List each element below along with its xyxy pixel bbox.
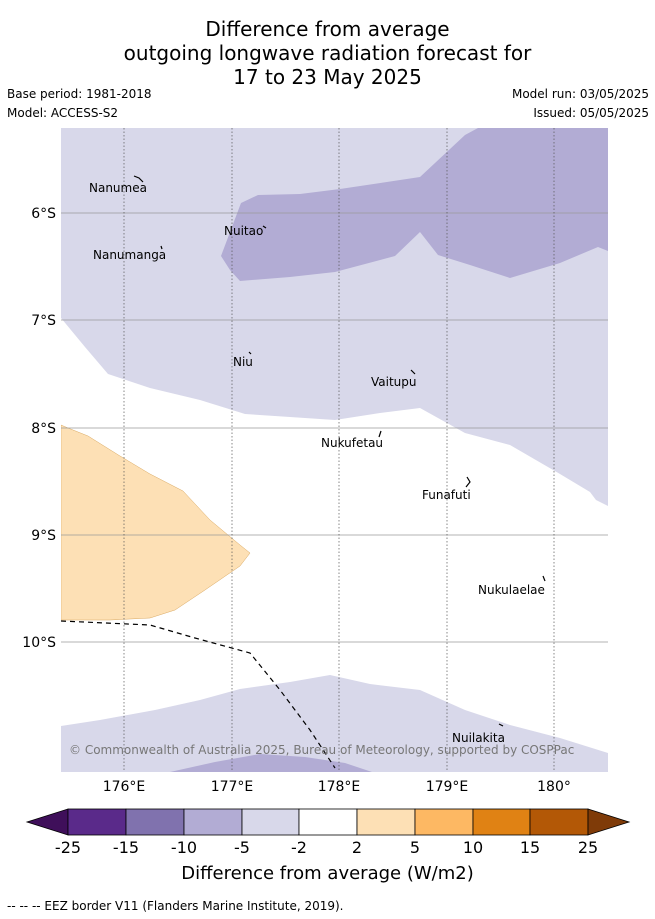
colorbar-bin-plus10-plus15 xyxy=(472,808,531,836)
island-niu-outline xyxy=(248,351,252,355)
model-run-date: Model run: 03/05/2025 xyxy=(511,87,649,101)
place-label-nanumanga: Nanumanga xyxy=(93,248,166,262)
lat-label-9s: 9°S xyxy=(31,528,56,544)
colorbar-title: Difference from average (W/m2) xyxy=(181,863,474,884)
colorbar-bin-minus15-minus10 xyxy=(125,808,185,836)
colorbar-bin-minus10-minus5 xyxy=(183,808,243,836)
colorbar-tick-plus15: 15 xyxy=(519,838,541,857)
colorbar-tick-minus2: -2 xyxy=(291,838,307,857)
colorbar-tick-plus25: 25 xyxy=(577,838,599,857)
island-vaitupu-outline xyxy=(410,369,416,375)
anomaly-region-minus5-to-minus10-south xyxy=(170,754,372,772)
lon-label-176e: 176°E xyxy=(103,779,146,795)
colorbar-bin-minus2-plus2 xyxy=(298,808,358,836)
island-nuilakita-outline xyxy=(498,723,504,727)
colorbar-bin-minus25-minus15 xyxy=(67,808,127,836)
colorbar-tick-minus25: -25 xyxy=(54,838,82,857)
longitude-gridlines xyxy=(123,128,555,772)
place-label-vaitupu: Vaitupu xyxy=(371,375,417,389)
title-line-3: 17 to 23 May 2025 xyxy=(233,65,422,89)
lat-label-8s: 8°S xyxy=(31,421,56,437)
model-name: Model: ACCESS-S2 xyxy=(7,106,119,120)
colorbar-tick-minus15: -15 xyxy=(112,838,140,857)
island-nuitao-outline xyxy=(262,225,267,229)
island-nanumea-outline xyxy=(133,175,144,183)
place-label-nuitao: Nuitao xyxy=(224,224,263,238)
place-label-niu: Niu xyxy=(233,355,253,369)
eez-border-line xyxy=(61,620,336,769)
base-period: Base period: 1981-2018 xyxy=(7,87,152,101)
colorbar-tick-plus2: 2 xyxy=(351,838,363,857)
colorbar-bin-minus5-minus2 xyxy=(241,808,300,836)
place-label-funafuti: Funafuti xyxy=(422,488,471,502)
colorbar-extend-low xyxy=(25,808,69,836)
eez-footnote: -- -- -- EEZ border V11 (Flanders Marine… xyxy=(7,899,344,913)
colorbar-bin-plus15-plus25 xyxy=(529,808,589,836)
place-label-nanumea: Nanumea xyxy=(89,181,147,195)
island-outlines xyxy=(133,175,546,727)
map-area: Nanumea Nuitao Nanumanga Niu Vaitupu Nuk… xyxy=(61,128,608,772)
lat-label-6s: 6°S xyxy=(31,206,56,222)
lat-label-10s: 10°S xyxy=(22,635,56,651)
place-label-nuilakita: Nuilakita xyxy=(452,731,505,745)
lon-label-179e: 179°E xyxy=(426,779,469,795)
anomaly-region-minus5-to-minus10-north xyxy=(221,128,608,281)
colorbar-tick-plus5: 5 xyxy=(409,838,421,857)
colorbar-extend-high xyxy=(587,808,631,836)
colorbar-tick-minus5: -5 xyxy=(234,838,250,857)
island-nukufetau-outline xyxy=(378,430,382,438)
colorbar-tick-minus10: -10 xyxy=(170,838,198,857)
anomaly-region-plus2-to-plus5-west xyxy=(61,424,251,621)
island-funafuti-outline xyxy=(465,476,471,488)
colorbar xyxy=(25,808,631,836)
lon-label-177e: 177°E xyxy=(211,779,254,795)
issued-date: Issued: 05/05/2025 xyxy=(533,106,649,120)
island-nukulaelae-outline xyxy=(542,575,546,582)
colorbar-bin-plus5-plus10 xyxy=(414,808,474,836)
latitude-gridlines xyxy=(61,212,608,643)
place-label-nukulaelae: Nukulaelae xyxy=(478,583,545,597)
lon-label-180: 180° xyxy=(537,779,571,795)
copyright-notice: © Commonwealth of Australia 2025, Bureau… xyxy=(69,743,574,757)
lon-label-178e: 178°E xyxy=(318,779,361,795)
lat-label-7s: 7°S xyxy=(31,313,56,329)
anomaly-region-minus2-to-minus5-south xyxy=(61,675,608,772)
colorbar-bin-plus2-plus5 xyxy=(356,808,416,836)
title-line-1: Difference from average xyxy=(205,17,450,41)
place-label-nukufetau: Nukufetau xyxy=(321,436,383,450)
island-nanumanga-outline xyxy=(160,245,163,250)
colorbar-tick-plus10: 10 xyxy=(462,838,484,857)
title-line-2: outgoing longwave radiation forecast for xyxy=(123,41,532,65)
